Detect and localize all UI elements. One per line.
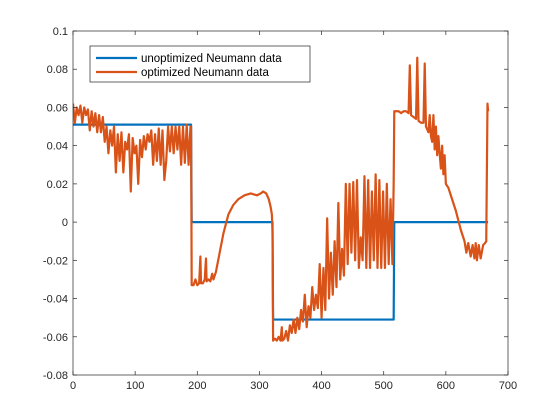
y-tick-label: 0.1 [53, 26, 68, 38]
y-tick-label: 0.04 [47, 141, 68, 153]
x-tick-label: 500 [375, 380, 393, 392]
y-tick-label: 0.08 [47, 64, 68, 76]
y-tick-label: -0.06 [43, 332, 68, 344]
y-tick-label: 0.02 [47, 179, 68, 191]
plot-area-frame [72, 30, 509, 376]
y-tick-label: -0.02 [43, 255, 68, 267]
legend-box [89, 45, 311, 83]
x-tick-label: 200 [188, 380, 206, 392]
legend: unoptimized Neumann data optimized Neuma… [89, 45, 311, 83]
y-tick-label: 0.06 [47, 102, 68, 114]
x-tick-label: 0 [70, 380, 76, 392]
legend-label-optimized: optimized Neumann data [141, 67, 269, 79]
y-tick-label: -0.04 [43, 294, 68, 306]
series-layer [73, 56, 490, 342]
x-tick-label: 300 [250, 380, 268, 392]
y-tick-label: -0.08 [43, 370, 68, 382]
series-line-optimized [73, 56, 490, 342]
axis-layer: 0 100 200 300 400 500 600 700 -0.08 -0.06 -0.04 -0.… [43, 26, 517, 392]
x-tick-label: 700 [499, 380, 517, 392]
x-tick-label: 600 [437, 380, 455, 392]
x-tick-label: 100 [126, 380, 144, 392]
x-tick-label: 400 [312, 380, 330, 392]
legend-label-unoptimized: unoptimized Neumann data [141, 53, 282, 65]
y-tick-label: 0 [62, 217, 68, 229]
